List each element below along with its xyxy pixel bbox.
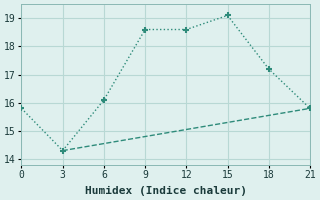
X-axis label: Humidex (Indice chaleur): Humidex (Indice chaleur) xyxy=(85,186,247,196)
